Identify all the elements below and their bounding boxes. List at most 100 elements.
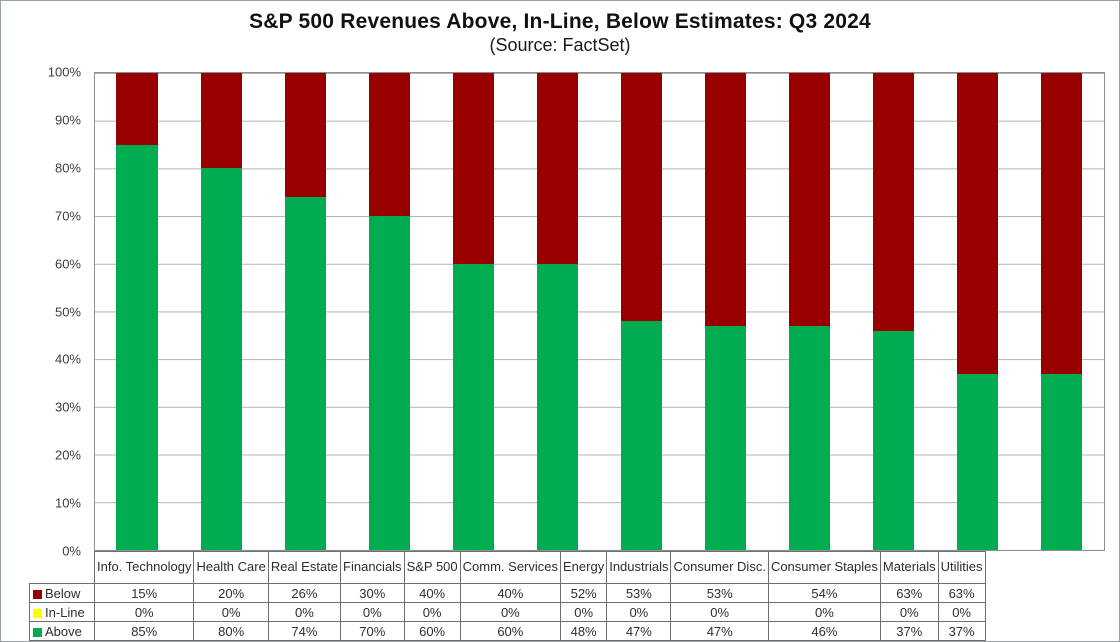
bar-segment-above — [116, 144, 158, 550]
bar-segment-below — [368, 73, 410, 217]
category-label: Consumer Staples — [767, 551, 881, 584]
y-tick-label: 100% — [47, 64, 81, 80]
bar-column — [347, 73, 431, 550]
value-cell: 0% — [93, 602, 195, 622]
value-cell: 70% — [340, 621, 405, 641]
legend-cell-below: Below — [29, 583, 95, 603]
value-cell: 54% — [767, 583, 881, 603]
value-cell: 53% — [606, 583, 672, 603]
value-cell: 48% — [560, 621, 608, 641]
y-tick-label: 90% — [54, 112, 81, 128]
value-cell: 0% — [267, 602, 342, 622]
y-tick-label: 20% — [54, 447, 81, 463]
y-tick-label: 0% — [62, 543, 81, 559]
category-label: Health Care — [193, 551, 269, 584]
bar-segment-below — [957, 73, 999, 374]
chart-subtitle: (Source: FactSet) — [489, 35, 631, 55]
y-tick-label: 70% — [54, 208, 81, 224]
category-label: Materials — [879, 551, 939, 584]
bar-column — [768, 73, 852, 550]
bar-segment-above — [957, 373, 999, 550]
bar-segment-below — [873, 73, 915, 331]
value-cell: 40% — [459, 583, 562, 603]
table-row-below: Below 15% 20% 26% 30% 40% 40% 52% 53% 53% 54% 63% 63… — [29, 583, 986, 603]
bar-segment-below — [1041, 73, 1083, 374]
value-cell: 63% — [879, 583, 939, 603]
y-tick-label: 50% — [54, 304, 81, 319]
value-cell: 52% — [560, 583, 608, 603]
table-header-spacer — [30, 552, 95, 584]
y-axis: 100% 90% 80% 70% 60% 50% 40% 30% 20% 10% 0% — [1, 65, 94, 559]
value-cell: 37% — [879, 621, 939, 641]
category-label: Industrials — [606, 551, 672, 584]
bar-segment-above — [704, 325, 747, 550]
stacked-bar — [536, 73, 579, 550]
y-tick-label: 40% — [54, 351, 81, 367]
stacked-bar — [873, 73, 915, 550]
bar-segment-above — [284, 197, 326, 550]
bar-segment-below — [284, 73, 326, 198]
data-table: Info. Technology Health Care Real Estate Fi… — [29, 551, 986, 641]
value-cell: 0% — [767, 602, 881, 622]
bar-segment-above — [200, 168, 242, 550]
bar-column — [431, 73, 515, 550]
value-cell: 0% — [459, 602, 562, 622]
bar-segment-below — [452, 73, 494, 264]
y-tick-label: 10% — [54, 495, 81, 511]
chart-body: 100% 90% 80% 70% 60% 50% 40% 30% 20% 10% 0% — [1, 65, 1105, 559]
bar-segment-above — [368, 216, 410, 550]
category-label: Comm. Services — [459, 551, 562, 584]
value-cell: 60% — [403, 621, 461, 641]
bar-column — [263, 73, 347, 550]
bar-column — [852, 73, 936, 550]
stacked-bar — [789, 73, 831, 550]
bar-column — [599, 73, 683, 550]
stacked-bar — [368, 73, 410, 550]
value-cell: 80% — [193, 621, 269, 641]
bar-segment-below — [704, 73, 747, 326]
bar-column — [95, 73, 179, 550]
value-cell: 30% — [340, 583, 405, 603]
category-label: Financials — [340, 551, 405, 584]
bar-segment-above — [536, 263, 579, 550]
table-header-row: Info. Technology Health Care Real Estate Fi… — [30, 551, 986, 584]
value-cell: 40% — [403, 583, 461, 603]
value-cell: 37% — [937, 621, 986, 641]
stacked-bar — [957, 73, 999, 550]
value-cell: 0% — [937, 602, 986, 622]
stacked-bar — [452, 73, 494, 550]
value-cell: 0% — [670, 602, 769, 622]
value-cell: 15% — [93, 583, 195, 603]
table-body: Info. Technology Health Care Real Estate Fi… — [29, 551, 986, 641]
value-cell: 0% — [879, 602, 939, 622]
y-tick-label: 60% — [54, 256, 81, 272]
value-cell: 74% — [267, 621, 342, 641]
legend-swatch-in-line-icon — [33, 608, 42, 618]
value-cell: 26% — [267, 583, 342, 603]
legend-swatch-above-icon — [33, 627, 42, 637]
value-cell: 20% — [193, 583, 269, 603]
legend-swatch-below-icon — [33, 589, 42, 599]
value-cell: 60% — [459, 621, 562, 641]
value-cell: 0% — [340, 602, 405, 622]
category-label: S&P 500 — [403, 551, 461, 584]
table-row-above: Above 85% 80% 74% 70% 60% 60% 48% 47% 47% 46% 37% 37… — [29, 621, 986, 641]
stacked-bar — [284, 73, 326, 550]
bar-segment-above — [873, 330, 915, 550]
category-label: Utilities — [937, 551, 986, 584]
bar-segment-below — [536, 73, 579, 264]
bar-segment-above — [620, 321, 663, 550]
value-cell: 63% — [937, 583, 986, 603]
value-cell: 46% — [767, 621, 881, 641]
bar-column — [179, 73, 263, 550]
legend-cell-in-line: In-Line — [29, 602, 95, 622]
bar-segment-above — [1041, 373, 1083, 550]
stacked-bar — [116, 73, 158, 550]
table-row-in-line: In-Line 0% 0% 0% 0% 0% 0% 0% 0% 0% 0% 0% 0% — [29, 602, 986, 622]
value-cell: 47% — [606, 621, 672, 641]
stacked-bar — [704, 73, 747, 550]
chart-title: S&P 500 Revenues Above, In-Line, Below E… — [249, 10, 871, 33]
bar-column — [936, 73, 1020, 550]
y-tick-label: 30% — [54, 399, 81, 415]
bar-segment-below — [789, 73, 831, 326]
